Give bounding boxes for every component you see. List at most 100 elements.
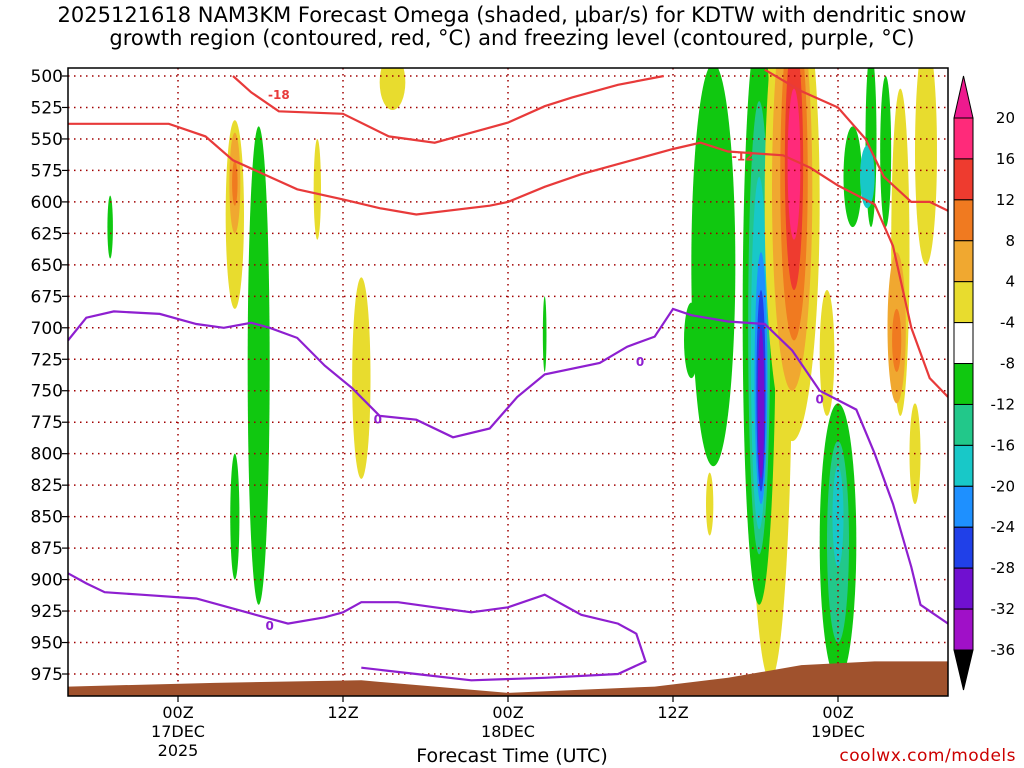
contour-label: 0 bbox=[636, 355, 644, 369]
colorbar-label: -28 bbox=[991, 559, 1016, 577]
omega-shade bbox=[892, 308, 902, 372]
colorbar-swatch bbox=[953, 403, 974, 446]
colorbar-label: -12 bbox=[991, 395, 1016, 413]
y-tick-label: 700 bbox=[31, 319, 63, 339]
colorbar-label: -36 bbox=[991, 641, 1016, 659]
omega-shading bbox=[107, 68, 937, 681]
omega-shade bbox=[706, 472, 714, 536]
y-tick-label: 600 bbox=[31, 193, 63, 213]
colorbar-label: 16 bbox=[996, 150, 1015, 168]
x-tick-label: 00Z bbox=[162, 703, 193, 722]
colorbar-label: -24 bbox=[991, 518, 1016, 536]
y-tick-label: 875 bbox=[31, 539, 63, 559]
colorbar-label: -4 bbox=[1000, 314, 1015, 332]
y-tick-label: 675 bbox=[31, 287, 63, 307]
colorbar-label: 8 bbox=[1005, 232, 1015, 250]
colorbar-swatch bbox=[953, 567, 974, 610]
x-tick-label: 12Z bbox=[657, 703, 688, 722]
y-tick-label: 800 bbox=[31, 445, 63, 465]
y-tick-label: 625 bbox=[31, 224, 63, 244]
temperature-contours: -18 -12 0 0 0 0 bbox=[68, 68, 948, 682]
y-tick-label: 925 bbox=[31, 602, 63, 622]
colorbar-swatch bbox=[953, 485, 974, 528]
contour-0 bbox=[68, 307, 948, 625]
omega-shade bbox=[232, 160, 238, 206]
colorbar-swatch bbox=[953, 363, 974, 405]
y-tick-label: 950 bbox=[31, 634, 63, 654]
colorbar-label: -20 bbox=[991, 477, 1016, 495]
y-tick-label: 500 bbox=[31, 67, 63, 87]
x-tick-label: 00Z bbox=[822, 703, 853, 722]
x-tick-label: 00Z bbox=[492, 703, 523, 722]
colorbar-label: -16 bbox=[991, 436, 1016, 454]
colorbar: 20 16 12 8 4 -4 -8 -12 -16 -20 -24 -28 -32 -36 bbox=[953, 75, 1016, 691]
omega-shade bbox=[880, 75, 892, 228]
omega-shade bbox=[352, 277, 371, 479]
y-tick-label: 575 bbox=[31, 161, 63, 181]
omega-shade bbox=[107, 195, 113, 259]
colorbar-swatch bbox=[953, 444, 974, 487]
x-tick-date: 19DEC bbox=[811, 722, 865, 741]
colorbar-max-arrow bbox=[953, 75, 974, 119]
omega-shade bbox=[787, 88, 801, 240]
contour-label: 0 bbox=[265, 619, 273, 633]
omega-shade bbox=[843, 126, 862, 228]
contour-label: 0 bbox=[815, 393, 823, 407]
y-tick-label: 850 bbox=[31, 508, 63, 528]
contour-0-low bbox=[68, 572, 647, 682]
colorbar-swatch bbox=[953, 322, 974, 365]
y-tick-label: 525 bbox=[31, 98, 63, 118]
contour--12 bbox=[68, 122, 948, 398]
omega-shade bbox=[832, 466, 844, 567]
colorbar-label: 4 bbox=[1005, 273, 1015, 291]
contour-label: 0 bbox=[374, 413, 382, 427]
x-tick-year: 2025 bbox=[158, 741, 199, 760]
title-line-2: growth region (contoured, red, °C) and f… bbox=[109, 26, 915, 50]
omega-shade bbox=[247, 126, 270, 605]
omega-shade bbox=[379, 68, 406, 110]
y-tick-label: 775 bbox=[31, 413, 63, 433]
colorbar-min-arrow bbox=[953, 649, 974, 691]
omega-shade bbox=[230, 453, 240, 580]
colorbar-swatch bbox=[953, 117, 974, 160]
omega-shade bbox=[684, 302, 699, 379]
y-axis: 500 525 550 575 600 625 650 675 700 725 750 775 800 8… bbox=[31, 67, 68, 685]
colorbar-swatch bbox=[953, 199, 974, 242]
omega-shade bbox=[915, 68, 937, 265]
colorbar-swatch bbox=[953, 526, 974, 569]
credit-link[interactable]: coolwx.com/models bbox=[839, 746, 1016, 766]
terrain-ground bbox=[68, 661, 948, 696]
omega-shade bbox=[757, 327, 765, 479]
x-tick-date: 17DEC bbox=[151, 722, 205, 741]
y-tick-label: 750 bbox=[31, 382, 63, 402]
colorbar-label: -8 bbox=[1000, 355, 1015, 373]
y-tick-label: 550 bbox=[31, 130, 63, 150]
y-tick-label: 650 bbox=[31, 256, 63, 276]
y-tick-label: 900 bbox=[31, 571, 63, 591]
x-tick-label: 12Z bbox=[327, 703, 358, 722]
x-tick-date: 18DEC bbox=[481, 722, 535, 741]
omega-shade bbox=[860, 145, 875, 209]
y-tick-label: 725 bbox=[31, 350, 63, 370]
colorbar-swatch bbox=[953, 240, 974, 283]
contour--12-right bbox=[764, 68, 948, 212]
contour-label: -18 bbox=[268, 88, 290, 102]
chart-title: 2025121618 NAM3KM Forecast Omega (shaded… bbox=[0, 4, 1024, 50]
omega-shade bbox=[819, 290, 835, 416]
omega-shade bbox=[691, 68, 736, 467]
colorbar-label: -32 bbox=[991, 600, 1016, 618]
y-tick-label: 975 bbox=[31, 665, 63, 685]
colorbar-label: 20 bbox=[996, 109, 1015, 127]
colorbar-swatch bbox=[953, 158, 974, 201]
y-tick-label: 825 bbox=[31, 476, 63, 496]
x-axis-title: Forecast Time (UTC) bbox=[416, 745, 608, 767]
colorbar-swatch bbox=[953, 281, 974, 324]
contour--18 bbox=[232, 74, 665, 144]
colorbar-swatch bbox=[953, 608, 974, 651]
colorbar-label: 12 bbox=[996, 191, 1015, 209]
title-line-1: 2025121618 NAM3KM Forecast Omega (shaded… bbox=[57, 3, 967, 27]
ground-surface bbox=[68, 661, 948, 696]
contour-label: -12 bbox=[732, 150, 754, 164]
